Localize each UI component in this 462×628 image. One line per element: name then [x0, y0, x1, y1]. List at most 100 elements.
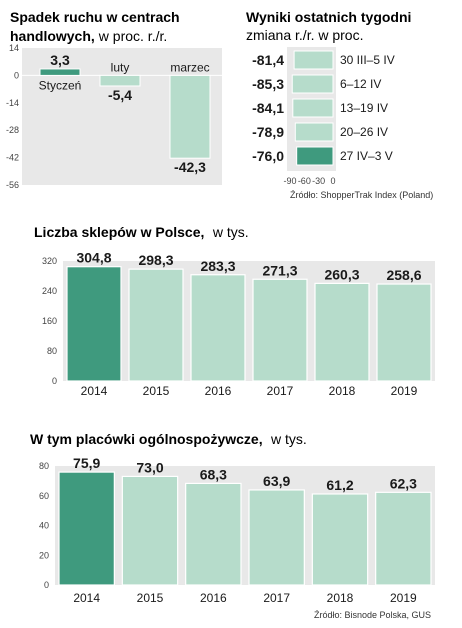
category-label: 2019	[390, 591, 417, 605]
y-tick-label: 14	[9, 43, 19, 53]
data-label: 75,9	[73, 455, 100, 471]
bar	[190, 274, 246, 382]
category-label: 2015	[143, 384, 170, 398]
plot-area: 0 20 40 60 80 75,9 2014 73,0 2015 68,3 2016 63,9 201…	[39, 455, 435, 605]
data-label: 260,3	[324, 266, 359, 282]
y-tick-label: 80	[47, 346, 57, 356]
data-label: -78,9	[252, 124, 284, 140]
svg-text:Spadek ruchu w centrach: Spadek ruchu w centrach	[10, 9, 180, 25]
bar	[248, 489, 305, 586]
bar	[296, 146, 334, 166]
source-note: Źródło: Bisnode Polska, GUS	[314, 610, 431, 620]
category-label: 2018	[327, 591, 354, 605]
chart-store-count: Liczba sklepów w Polsce, w tys. 0 80 160 24…	[34, 224, 435, 398]
data-label: -85,3	[252, 76, 284, 92]
svg-text:W tym placówki ogólnospożywcze: W tym placówki ogólnospożywcze, w tys.	[30, 431, 307, 448]
data-label: -42,3	[174, 159, 206, 175]
category-label: luty	[111, 60, 130, 74]
y-tick-label: -56	[6, 180, 19, 190]
data-label: 3,3	[50, 52, 70, 68]
y-tick-label: 160	[42, 316, 57, 326]
source-note: Źródło: ShopperTrak Index (Poland)	[290, 190, 433, 200]
category-label: 20–26 IV	[340, 125, 388, 139]
data-label: 304,8	[76, 250, 111, 266]
category-label: Styczeń	[39, 78, 82, 92]
category-label: 2017	[267, 384, 294, 398]
category-label: 2016	[205, 384, 232, 398]
chart-subtitle: w proc. r./r.	[98, 28, 167, 44]
chart-title: Wyniki ostatnich tygodni	[246, 9, 411, 25]
y-tick-label: 80	[39, 461, 49, 471]
chart-title: W tym placówki ogólnospożywcze,	[30, 431, 263, 447]
x-tick-label: -30	[312, 176, 325, 186]
category-label: 2016	[200, 591, 227, 605]
plot-background	[63, 261, 435, 381]
category-label: 13–19 IV	[340, 101, 388, 115]
y-tick-label: 0	[52, 376, 57, 386]
bar	[376, 283, 432, 382]
category-label: marzec	[170, 60, 209, 74]
data-label: 63,9	[263, 473, 290, 489]
bar	[375, 491, 432, 586]
y-tick-label: 60	[39, 491, 49, 501]
bar	[66, 266, 122, 382]
bar	[292, 98, 334, 118]
data-label: 298,3	[138, 252, 173, 268]
data-label: 271,3	[262, 262, 297, 278]
y-tick-label: 20	[39, 550, 49, 560]
y-tick-label: 240	[42, 286, 57, 296]
data-label: -84,1	[252, 100, 284, 116]
bar	[311, 493, 369, 586]
svg-text:handlowych,w proc. r./r.: handlowych, w proc. r./r.	[10, 28, 167, 44]
y-tick-label: 0	[14, 70, 19, 80]
bar	[291, 74, 334, 94]
chart-grocery-count: W tym placówki ogólnospożywcze, w tys. 0…	[30, 431, 435, 620]
category-label: 2019	[391, 384, 418, 398]
bar	[128, 268, 184, 382]
bar	[294, 122, 334, 142]
plot-background	[55, 466, 435, 585]
chart-title: Spadek ruchu w centrach	[10, 9, 180, 25]
data-label: 61,2	[326, 477, 353, 493]
y-tick-label: -28	[6, 125, 19, 135]
bar	[185, 482, 242, 586]
x-tick-label: -60	[298, 176, 311, 186]
x-tick-label: 0	[330, 176, 335, 186]
y-tick-label: 0	[44, 580, 49, 590]
chart-weekly-results: Wyniki ostatnich tygodni zmiana r./r. w …	[246, 9, 433, 200]
chart-traffic-drop: Spadek ruchu w centrach handlowych, w pro…	[6, 9, 222, 190]
bar	[121, 475, 179, 586]
bar	[252, 278, 308, 382]
plot-area: -81,4 30 III–5 IV -85,3 6–12 IV -84,1 13–19 I…	[252, 47, 395, 186]
category-label: 6–12 IV	[340, 77, 381, 91]
category-label: 27 IV–3 V	[340, 149, 393, 163]
bar	[169, 74, 211, 159]
data-label: -76,0	[252, 148, 284, 164]
bar	[58, 471, 115, 586]
category-label: 2017	[263, 591, 290, 605]
y-tick-label: 40	[39, 521, 49, 531]
plot-area: 14 0 -14 -28 -42 -56 3,3 Styczeń luty -5,4 marzec -…	[6, 43, 222, 190]
data-label: 68,3	[200, 466, 227, 482]
bar	[39, 68, 81, 76]
data-label: 73,0	[136, 459, 163, 475]
chart-subtitle: zmiana r./r. w proc.	[246, 27, 363, 43]
bar	[293, 50, 334, 70]
plot-area: 0 80 160 240 320 304,8 2014 298,3 2015 283,3 2016 2…	[42, 250, 435, 398]
data-label: 258,6	[386, 267, 421, 283]
chart-title-line2: handlowych,	[10, 28, 95, 44]
bar	[99, 74, 141, 87]
y-tick-label: -14	[6, 98, 19, 108]
x-tick-label: -90	[283, 176, 296, 186]
y-tick-label: 320	[42, 256, 57, 266]
data-label: 62,3	[390, 475, 417, 491]
category-label: 2014	[73, 591, 100, 605]
data-label: -5,4	[108, 87, 132, 103]
category-label: 2014	[81, 384, 108, 398]
chart-title: Liczba sklepów w Polsce,	[34, 224, 204, 240]
y-tick-label: -42	[6, 153, 19, 163]
chart-subtitle: w tys.	[212, 224, 249, 240]
category-label: 30 III–5 IV	[340, 53, 395, 67]
chart-subtitle: w tys.	[270, 431, 307, 447]
